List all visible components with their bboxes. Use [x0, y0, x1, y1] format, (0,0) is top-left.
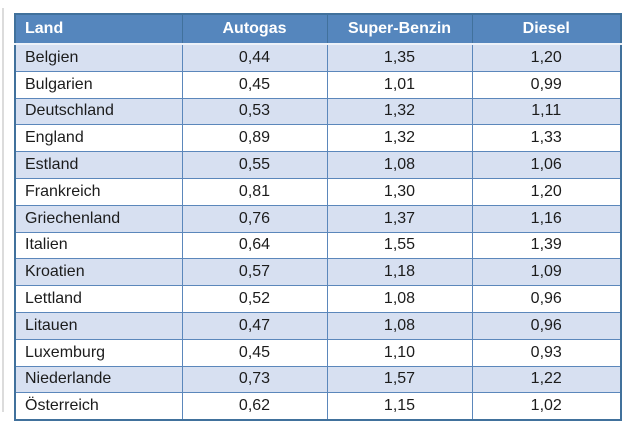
price-cell: 1,37: [326, 204, 473, 233]
page: { "chart_data": { "type": "table", "titl…: [2, 8, 622, 421]
table-row: Österreich 0,62 1,15 1,02: [14, 392, 622, 421]
country-cell: Bulgarien: [14, 70, 183, 99]
table-row: Griechenland 0,76 1,37 1,16: [14, 204, 622, 233]
header-row: Land Autogas Super-Benzin Diesel: [14, 14, 622, 45]
country-cell: Lettland: [14, 285, 183, 313]
table-row: Kroatien 0,57 1,18 1,09: [14, 258, 622, 287]
country-cell: Österreich: [14, 392, 183, 421]
price-cell: 1,06: [471, 151, 622, 179]
country-cell: Niederlande: [14, 365, 183, 394]
table-row: Belgien 0,44 1,35 1,20: [14, 43, 622, 72]
fuel-price-table: Land Autogas Super-Benzin Diesel Belgien 0,4…: [14, 13, 622, 421]
table-row: Frankreich 0,81 1,30 1,20: [14, 177, 622, 206]
price-cell: 1,20: [471, 177, 622, 206]
price-cell: 0,76: [181, 204, 328, 233]
table-row: Luxemburg 0,45 1,10 0,93: [14, 338, 622, 367]
price-cell: 0,64: [181, 231, 328, 260]
column-header: Autogas: [181, 14, 328, 45]
price-cell: 1,08: [326, 311, 473, 340]
price-cell: 0,62: [181, 392, 328, 421]
country-cell: Deutschland: [14, 97, 183, 126]
price-cell: 0,45: [181, 338, 328, 367]
price-cell: 0,44: [181, 43, 328, 72]
price-cell: 0,52: [181, 285, 328, 313]
price-cell: 1,33: [471, 124, 622, 153]
price-cell: 0,81: [181, 177, 328, 206]
price-cell: 1,22: [471, 365, 622, 394]
price-cell: 1,18: [326, 258, 473, 287]
price-cell: 1,15: [326, 392, 473, 421]
price-cell: 1,39: [471, 231, 622, 260]
price-cell: 0,73: [181, 365, 328, 394]
price-cell: 0,93: [471, 338, 622, 367]
price-cell: 1,32: [326, 124, 473, 153]
table-row: Niederlande 0,73 1,57 1,22: [14, 365, 622, 394]
price-cell: 0,45: [181, 70, 328, 99]
country-cell: Belgien: [14, 43, 183, 72]
country-cell: Luxemburg: [14, 338, 183, 367]
price-cell: 1,02: [471, 392, 622, 421]
price-cell: 1,08: [326, 285, 473, 313]
table-row: Bulgarien 0,45 1,01 0,99: [14, 70, 622, 99]
scan-edge-artifact: [2, 8, 4, 412]
country-cell: Litauen: [14, 311, 183, 340]
price-cell: 1,20: [471, 43, 622, 72]
country-cell: England: [14, 124, 183, 153]
price-cell: 1,35: [326, 43, 473, 72]
table-row: Litauen 0,47 1,08 0,96: [14, 311, 622, 340]
price-cell: 1,55: [326, 231, 473, 260]
price-cell: 0,99: [471, 70, 622, 99]
column-header: Super-Benzin: [326, 14, 473, 45]
table-row: Deutschland 0,53 1,32 1,11: [14, 97, 622, 126]
price-cell: 1,01: [326, 70, 473, 99]
price-cell: 1,16: [471, 204, 622, 233]
price-cell: 0,53: [181, 97, 328, 126]
country-cell: Italien: [14, 231, 183, 260]
table-body: Belgien 0,44 1,35 1,20 Bulgarien 0,45 1,01 0,99…: [14, 43, 622, 421]
column-header: Diesel: [471, 14, 622, 45]
country-cell: Kroatien: [14, 258, 183, 287]
country-cell: Frankreich: [14, 177, 183, 206]
price-cell: 1,09: [471, 258, 622, 287]
price-cell: 1,10: [326, 338, 473, 367]
country-cell: Griechenland: [14, 204, 183, 233]
price-cell: 1,57: [326, 365, 473, 394]
column-header: Land: [14, 14, 183, 45]
price-cell: 0,57: [181, 258, 328, 287]
price-cell: 1,32: [326, 97, 473, 126]
price-cell: 0,55: [181, 151, 328, 179]
table-row: Lettland 0,52 1,08 0,96: [14, 285, 622, 313]
price-cell: 0,96: [471, 311, 622, 340]
price-cell: 1,11: [471, 97, 622, 126]
price-cell: 1,08: [326, 151, 473, 179]
table-header: Land Autogas Super-Benzin Diesel: [14, 14, 622, 45]
table-row: Estland 0,55 1,08 1,06: [14, 151, 622, 179]
price-cell: 0,96: [471, 285, 622, 313]
country-cell: Estland: [14, 151, 183, 179]
table-row: England 0,89 1,32 1,33: [14, 124, 622, 153]
table-row: Italien 0,64 1,55 1,39: [14, 231, 622, 260]
price-cell: 1,30: [326, 177, 473, 206]
price-cell: 0,47: [181, 311, 328, 340]
price-cell: 0,89: [181, 124, 328, 153]
